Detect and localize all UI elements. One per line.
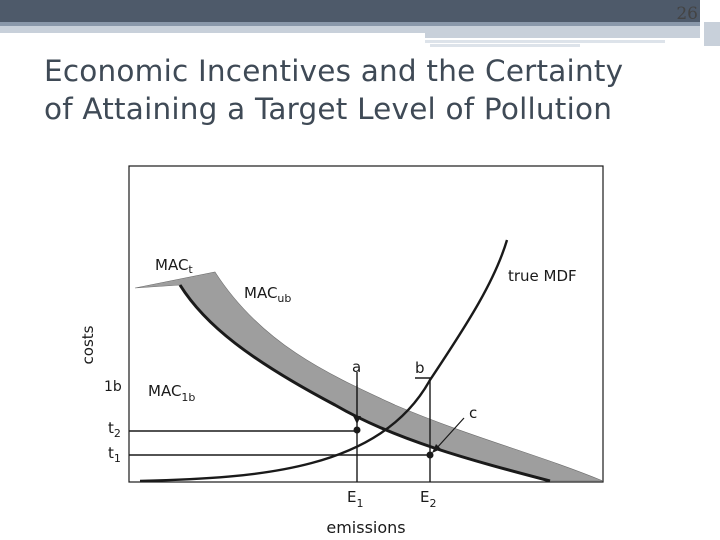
mac-true-curve — [178, 284, 551, 483]
top-bar-accent — [0, 22, 720, 26]
point-b-label: b — [415, 359, 425, 377]
x-tick-e1-base: E — [347, 488, 356, 506]
true-mdf-label: true MDF — [508, 267, 577, 285]
arrow-c — [434, 417, 465, 451]
true-mdf-curve — [139, 239, 509, 483]
top-bar-right-block — [704, 22, 720, 46]
slide-title-line-1: Economic Incentives and the Certainty — [44, 54, 624, 88]
slide-title-line-2: of Attaining a Target Level of Pollution — [44, 92, 613, 126]
point-c-dot — [426, 451, 434, 459]
y-tick-lb: 1b — [104, 379, 122, 395]
plot-frame — [128, 165, 604, 483]
x-tick-e2: E2 — [420, 488, 436, 510]
top-bar-dark — [0, 0, 720, 22]
y-tick-t1-sub: 1 — [114, 452, 121, 465]
point-a-dot — [353, 426, 361, 434]
mac-ub-label: MACub — [244, 284, 291, 305]
mac-lb-base: MAC — [148, 382, 181, 400]
x-axis-label: emissions — [326, 518, 405, 537]
x-tick-e1-sub: 1 — [356, 497, 363, 510]
arrow-a-head — [353, 416, 361, 424]
mac-lb-label: MAC1b — [148, 382, 195, 404]
x-tick-e1: E1 — [347, 488, 363, 510]
y-axis-label: costs — [79, 325, 97, 364]
mac-lb-sub: 1b — [181, 391, 195, 404]
y-tick-t1: t1 — [108, 444, 121, 465]
top-bar-stripe-1 — [425, 33, 705, 38]
page-number: 26 — [676, 4, 698, 24]
mac-t-base: MAC — [155, 256, 188, 274]
y-tick-t2: t2 — [108, 419, 121, 440]
top-bar-stripe-2 — [425, 40, 665, 43]
mac-t-sub: t — [188, 263, 193, 276]
y-tick-t2-sub: 2 — [114, 427, 121, 440]
mac-ub-base: MAC — [244, 284, 277, 302]
top-decorative-bar — [0, 0, 720, 52]
y-tick-t1-base: t — [108, 444, 114, 462]
y-tick-t2-base: t — [108, 419, 114, 437]
arrow-c-head — [432, 444, 441, 453]
top-bar-stripe-3 — [430, 44, 580, 47]
x-tick-e2-base: E — [420, 488, 429, 506]
mac-t-label: MACt — [155, 256, 193, 276]
point-c-label: c — [469, 404, 477, 422]
point-a-label: a — [352, 358, 361, 376]
mac-ub-sub: ub — [277, 292, 291, 305]
x-tick-e2-sub: 2 — [429, 497, 436, 510]
slide-title: Economic Incentives and the Certainty of… — [44, 52, 704, 128]
top-bar-light — [0, 26, 720, 33]
